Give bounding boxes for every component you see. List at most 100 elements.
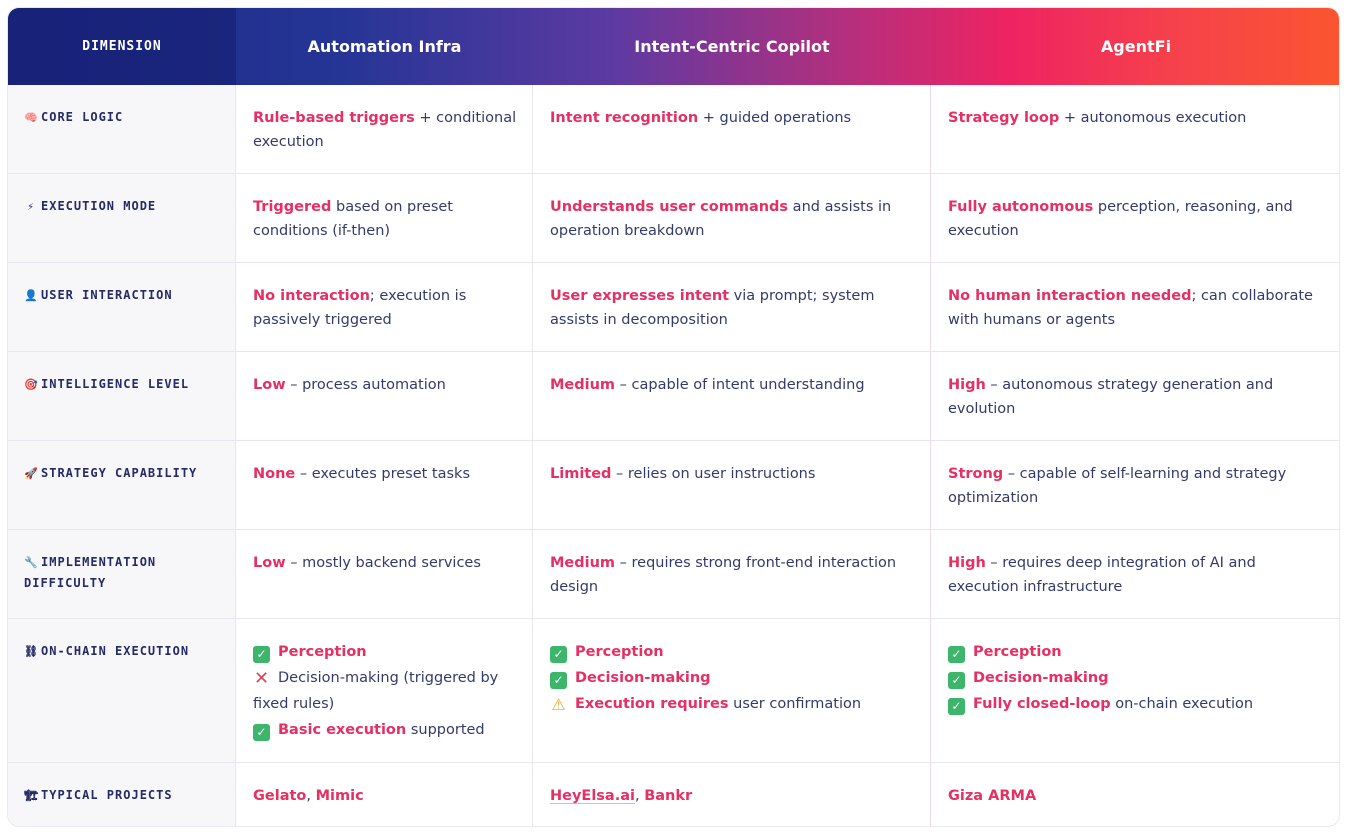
rocket-icon: 🚀 [24, 467, 39, 480]
highlight-text: Perception [278, 644, 367, 660]
checklist-item: ✓ Perception [550, 639, 916, 665]
dimension-label: STRATEGY CAPABILITY [41, 466, 198, 480]
body-text: ; can collaborate with humans or agents [948, 288, 1313, 328]
wrench-icon: 🔧 [24, 556, 39, 569]
checklist-item: ✓ Fully closed-loop on-chain execution [948, 691, 1327, 717]
strategy-capability-dimension-cell: 🚀 STRATEGY CAPABILITY [8, 441, 236, 530]
user-interaction-intent-copilot-cell: User expresses intent via prompt; system… [533, 263, 931, 352]
project-name: Bankr [644, 788, 693, 804]
strategy-capability-intent-copilot-cell: Limited – relies on user instructions [533, 441, 931, 530]
project-name: Mimic [315, 788, 364, 804]
warning-icon: ⚠ [551, 695, 566, 714]
checklist-item: ✕ Decision-making (triggered by fixed rul… [253, 665, 518, 717]
intelligence-level-dimension-cell: 🎯 INTELLIGENCE LEVEL [8, 352, 236, 441]
highlight-text: Low [253, 555, 286, 571]
highlight-text: Medium [550, 377, 616, 393]
core-logic-agentfi-cell: Strategy loop + autonomous execution [931, 85, 1339, 174]
highlight-text: User expresses intent [550, 288, 730, 304]
body-text: via prompt; system assists in decomposit… [550, 288, 875, 328]
on-chain-execution-dimension-cell: ⛓ ON-CHAIN EXECUTION [8, 619, 236, 763]
user-interaction-automation-infra-cell: No interaction; execution is passively t… [236, 263, 533, 352]
body-text: – executes preset tasks [295, 466, 471, 482]
typical-projects-c3-cell: Giza ARMA [931, 763, 1339, 826]
body-text: – capable of intent understanding [615, 377, 865, 393]
comparison-grid: DIMENSION Automation Infra Intent-Centri… [8, 8, 1339, 826]
brain-icon: 🧠 [24, 111, 39, 124]
highlight-text: Understands user commands [550, 199, 789, 215]
highlight-text: Fully autonomous [948, 199, 1094, 215]
body-text: + autonomous execution [1059, 110, 1247, 126]
body-text: – autonomous strategy generation and evo… [948, 377, 1274, 417]
dimension-label: TYPICAL PROJECTS [41, 788, 173, 802]
body-text: and assists in operation breakdown [550, 199, 892, 239]
highlight-text: Medium [550, 555, 616, 571]
body-text: – requires deep integration of AI and ex… [948, 555, 1256, 595]
check-icon: ✓ [253, 724, 270, 741]
execution-mode-automation-infra-cell: Triggered based on preset conditions (if… [236, 174, 533, 263]
body-text: user confirmation [728, 696, 862, 712]
checklist-item: ✓ Decision-making [550, 665, 916, 691]
body-text: based on preset conditions (if-then) [253, 199, 453, 239]
highlight-text: Intent recognition [550, 110, 699, 126]
highlight-text: Perception [973, 644, 1062, 660]
header-dimension: DIMENSION [8, 8, 236, 85]
checklist-item: ✓ Perception [253, 639, 518, 665]
project-name: HeyElsa.ai [550, 788, 635, 804]
body-text: + guided operations [698, 110, 852, 126]
check-icon: ✓ [948, 646, 965, 663]
implementation-difficulty-agentfi-cell: High – requires deep integration of AI a… [931, 530, 1339, 619]
body-text: + conditional execution [253, 110, 517, 150]
checklist-item: ⚠ Execution requires user confirmation [550, 691, 916, 717]
check-icon: ✓ [948, 698, 965, 715]
highlight-text: Strong [948, 466, 1004, 482]
highlight-text: No human interaction needed [948, 288, 1192, 304]
user-icon: 👤 [24, 289, 39, 302]
project-name: Gelato [253, 788, 307, 804]
dimension-label: CORE LOGIC [41, 110, 124, 124]
highlight-text: High [948, 377, 986, 393]
highlight-text: Decision-making [575, 670, 711, 686]
body-text: ; execution is passively triggered [253, 288, 467, 328]
implementation-difficulty-automation-infra-cell: Low – mostly backend services [236, 530, 533, 619]
building-icon: 🏗 [24, 789, 39, 802]
comparison-table: DIMENSION Automation Infra Intent-Centri… [7, 7, 1340, 827]
highlight-text: Rule-based triggers [253, 110, 415, 126]
highlight-text: Strategy loop [948, 110, 1060, 126]
intelligence-level-automation-infra-cell: Low – process automation [236, 352, 533, 441]
highlight-text: Low [253, 377, 286, 393]
separator: , [634, 788, 645, 804]
core-logic-intent-copilot-cell: Intent recognition + guided operations [533, 85, 931, 174]
core-logic-automation-infra-cell: Rule-based triggers + conditional execut… [236, 85, 533, 174]
separator: , [306, 788, 316, 804]
body-text: – relies on user instructions [611, 466, 816, 482]
user-interaction-dimension-cell: 👤 USER INTERACTION [8, 263, 236, 352]
on-chain-c3-cell: ✓ Perception ✓ Decision-making ✓ Fully closed… [931, 619, 1339, 763]
execution-mode-dimension-cell: ⚡ EXECUTION MODE [8, 174, 236, 263]
checklist-item: ✓ Decision-making [948, 665, 1327, 691]
highlight-text: Execution requires [575, 696, 729, 712]
highlight-text: Perception [575, 644, 664, 660]
body-text: supported [406, 722, 485, 738]
check-icon: ✓ [550, 646, 567, 663]
intelligence-level-intent-copilot-cell: Medium – capable of intent understanding [533, 352, 931, 441]
execution-mode-agentfi-cell: Fully autonomous perception, reasoning, … [931, 174, 1339, 263]
body-text: Decision-making (triggered by fixed rule… [253, 670, 499, 712]
on-chain-c1-cell: ✓ Perception ✕ Decision-making (triggered b… [236, 619, 533, 763]
highlight-text: None [253, 466, 296, 482]
body-text: perception, reasoning, and execution [948, 199, 1293, 239]
body-text: – mostly backend services [285, 555, 481, 571]
dimension-label: USER INTERACTION [41, 288, 173, 302]
on-chain-c2-cell: ✓ Perception ✓ Decision-making ⚠ Execution re… [533, 619, 931, 763]
checklist-item: ✓ Perception [948, 639, 1327, 665]
highlight-text: Triggered [253, 199, 332, 215]
implementation-difficulty-dimension-cell: 🔧 IMPLEMENTATION DIFFICULTY [8, 530, 236, 619]
typical-projects-c2-cell: HeyElsa.ai, Bankr [533, 763, 931, 826]
dimension-label: ON-CHAIN EXECUTION [41, 644, 190, 658]
header-automation-infra: Automation Infra [307, 37, 462, 56]
highlight-text: Limited [550, 466, 612, 482]
execution-mode-intent-copilot-cell: Understands user commands and assists in… [533, 174, 931, 263]
header-intent-centric-copilot: Intent-Centric Copilot [634, 37, 830, 56]
project-name: Giza ARMA [948, 788, 1037, 804]
strategy-capability-automation-infra-cell: None – executes preset tasks [236, 441, 533, 530]
implementation-difficulty-intent-copilot-cell: Medium – requires strong front-end inter… [533, 530, 931, 619]
